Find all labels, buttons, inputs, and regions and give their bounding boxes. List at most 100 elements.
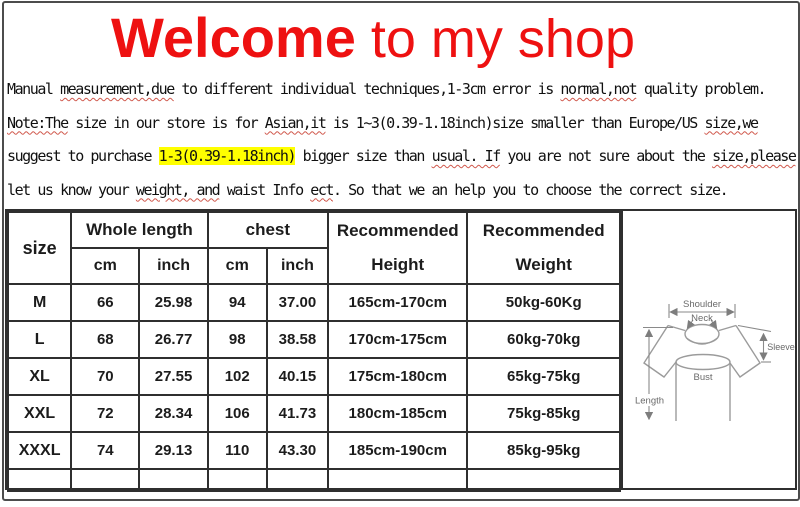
- table-row: XXL 72 28.34 106 41.73 180cm-185cm 75kg-85kg: [6, 394, 621, 433]
- value-cell: 106: [206, 394, 268, 433]
- paragraph-text: you are not sure about the: [499, 147, 713, 165]
- weight-label: Weight: [515, 255, 572, 274]
- size-table-header: size Whole length chest Recommended Heig…: [6, 211, 621, 285]
- paragraph-text: bigger size than: [295, 147, 432, 165]
- underlined-text: normal,not: [560, 80, 637, 98]
- value-cell: 102: [206, 357, 268, 396]
- size-cell: XXL: [6, 394, 73, 433]
- description-paragraph: Manual measurement,due to different indi…: [4, 69, 798, 207]
- value-cell: 110: [206, 431, 268, 470]
- paragraph-text: quality problem.: [636, 80, 767, 98]
- recommended-label: Recommended: [482, 221, 605, 240]
- value-cell: 40.15: [265, 357, 330, 396]
- value-cell: 29.13: [138, 431, 209, 470]
- table-row: L 68 26.77 98 38.58 170cm-175cm 60kg-70kg: [6, 320, 621, 359]
- col-header-size: size: [6, 211, 73, 285]
- paragraph-line: Note:The size in our store is for Asian,…: [7, 107, 795, 141]
- value-cell: 175cm-180cm: [327, 357, 469, 396]
- col-subheader-chest-cm: cm: [206, 247, 268, 285]
- value-cell: 165cm-170cm: [327, 283, 469, 322]
- value-cell: 50kg-60Kg: [466, 283, 621, 322]
- size-cell: XXXL: [6, 431, 73, 470]
- size-table: size Whole length chest Recommended Heig…: [6, 211, 621, 492]
- paragraph-text: . So that we an help you to choose the c…: [333, 180, 729, 199]
- measurement-diagram-cell: Shoulder Neck Sleeve Bust Length: [621, 211, 795, 488]
- table-row: [6, 468, 621, 492]
- value-cell: 170cm-175cm: [327, 320, 469, 359]
- underlined-text: size,please: [712, 147, 797, 165]
- value-cell: [327, 468, 469, 492]
- col-header-recommended-weight: Recommended Weight: [466, 211, 621, 285]
- tshirt-outline: [643, 323, 761, 421]
- length-label: Length: [635, 396, 664, 407]
- value-cell: 25.98: [138, 283, 209, 322]
- paragraph-text: let us know your: [7, 180, 136, 199]
- size-table-body: M 66 25.98 94 37.00 165cm-170cm 50kg-60Kg L 68 26…: [6, 283, 621, 492]
- underlined-text: ect: [310, 180, 334, 199]
- value-cell: 180cm-185cm: [327, 394, 469, 433]
- value-cell: 43.30: [265, 431, 330, 470]
- value-cell: 72: [70, 394, 141, 433]
- value-cell: 68: [70, 320, 141, 359]
- title-rest: to my shop: [355, 9, 635, 69]
- height-label: Height: [371, 255, 425, 274]
- col-header-chest: chest: [206, 211, 330, 249]
- paragraph-text: size in our store is for: [67, 113, 265, 132]
- underlined-text: Note:The: [7, 113, 69, 132]
- bust-label: Bust: [693, 372, 712, 383]
- value-cell: [70, 468, 141, 492]
- value-cell: [138, 468, 209, 492]
- value-cell: 38.58: [265, 320, 330, 359]
- tshirt-measurement-diagram: Shoulder Neck Sleeve Bust Length: [628, 299, 795, 421]
- dimension-lines: [643, 304, 772, 421]
- length-label-backing: [628, 394, 671, 406]
- value-cell: [265, 468, 330, 492]
- value-cell: 75kg-85kg: [466, 394, 621, 433]
- sleeve-label: Sleeve: [767, 342, 795, 352]
- value-cell: [206, 468, 268, 492]
- size-table-section: size Whole length chest Recommended Heig…: [5, 209, 797, 492]
- table-row: M 66 25.98 94 37.00 165cm-170cm 50kg-60Kg: [6, 283, 621, 322]
- size-cell: XL: [6, 357, 73, 396]
- neck-label: Neck: [691, 313, 713, 324]
- value-cell: 41.73: [265, 394, 330, 433]
- underlined-text: size,we: [704, 113, 759, 132]
- paragraph-text: suggest to purchase: [7, 147, 159, 165]
- value-cell: 185cm-190cm: [327, 431, 469, 470]
- value-cell: 94: [206, 283, 268, 322]
- value-cell: 85kg-95kg: [466, 431, 621, 470]
- value-cell: 27.55: [138, 357, 209, 396]
- recommended-label: Recommended: [336, 221, 459, 240]
- paragraph-line: Manual measurement,due to different indi…: [7, 73, 795, 107]
- paragraph-line: let us know your weight, and waist Info …: [7, 174, 795, 208]
- table-row: XL 70 27.55 102 40.15 175cm-180cm 65kg-75kg: [6, 357, 621, 396]
- value-cell: 65kg-75kg: [466, 357, 621, 396]
- value-cell: 66: [70, 283, 141, 322]
- paragraph-text: Manual: [7, 80, 61, 98]
- col-header-whole-length: Whole length: [70, 211, 209, 249]
- size-cell: M: [6, 283, 73, 322]
- title-welcome: Welcome: [111, 6, 356, 69]
- value-cell: [466, 468, 621, 492]
- underlined-text: usual. If: [431, 147, 502, 165]
- size-cell: L: [6, 320, 73, 359]
- paragraph-text: waist Info: [219, 180, 311, 199]
- value-cell: 60kg-70kg: [466, 320, 621, 359]
- value-cell: 37.00: [265, 283, 330, 322]
- table-row: XXXL 74 29.13 110 43.30 185cm-190cm 85kg-95kg: [6, 431, 621, 470]
- page-title: Welcome to my shop: [4, 3, 770, 69]
- col-header-recommended-height: Recommended Height: [327, 211, 469, 285]
- col-subheader-length-inch: inch: [138, 247, 209, 285]
- value-cell: 74: [70, 431, 141, 470]
- underlined-text: measurement,due: [60, 80, 175, 98]
- value-cell: 26.77: [138, 320, 209, 359]
- paragraph-text: to different individual techniques,1-3cm…: [173, 80, 561, 98]
- col-subheader-length-cm: cm: [70, 247, 141, 285]
- value-cell: 28.34: [138, 394, 209, 433]
- col-subheader-chest-inch: inch: [265, 247, 330, 285]
- shoulder-label: Shoulder: [683, 299, 721, 310]
- size-cell: [6, 468, 73, 492]
- value-cell: 70: [70, 357, 141, 396]
- underlined-text: Asian,it: [264, 113, 327, 132]
